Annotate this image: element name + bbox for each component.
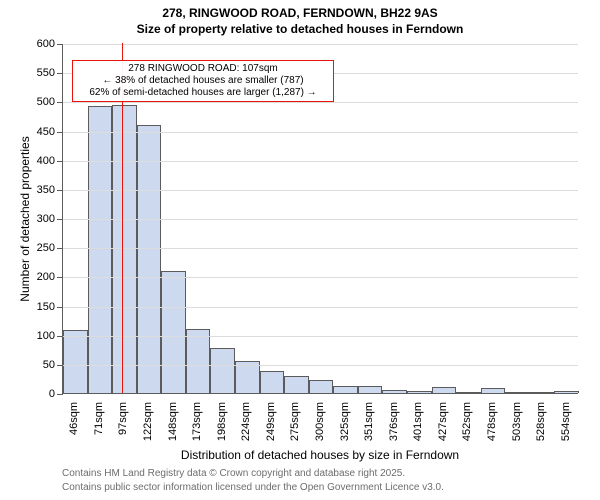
bar — [456, 392, 481, 393]
x-tick-label: 401sqm — [412, 402, 424, 452]
x-tick-label: 198sqm — [216, 402, 228, 452]
x-tick-label: 71sqm — [93, 402, 105, 452]
bar — [161, 271, 186, 394]
y-tick — [57, 190, 63, 191]
x-tick-label: 173sqm — [191, 402, 203, 452]
credits-line1: Contains HM Land Registry data © Crown c… — [62, 468, 405, 479]
y-tick — [57, 102, 63, 103]
gridline — [63, 277, 578, 278]
bar — [358, 386, 383, 393]
annotation-box: 278 RINGWOOD ROAD: 107sqm← 38% of detach… — [72, 60, 334, 102]
bar — [481, 388, 506, 393]
y-axis-title: Number of detached properties — [18, 119, 32, 319]
bar — [186, 329, 211, 393]
gridline — [63, 190, 578, 191]
y-tick — [57, 44, 63, 45]
x-tick-label: 224sqm — [240, 402, 252, 452]
chart-title-line1: 278, RINGWOOD ROAD, FERNDOWN, BH22 9AS — [0, 6, 600, 20]
credits-line2: Contains public sector information licen… — [62, 482, 444, 493]
x-tick-label: 325sqm — [339, 402, 351, 452]
gridline — [63, 365, 578, 366]
y-tick — [57, 336, 63, 337]
bar — [112, 105, 137, 393]
gridline — [63, 336, 578, 337]
bar — [530, 392, 555, 393]
y-tick — [57, 132, 63, 133]
x-tick-label: 452sqm — [461, 402, 473, 452]
x-tick-label: 528sqm — [535, 402, 547, 452]
bar — [309, 380, 334, 393]
x-tick-label: 275sqm — [289, 402, 301, 452]
gridline — [63, 132, 578, 133]
y-tick — [57, 277, 63, 278]
annotation-line: ← 38% of detached houses are smaller (78… — [79, 75, 327, 87]
y-tick-label: 100 — [37, 330, 55, 342]
annotation-line: 62% of semi-detached houses are larger (… — [79, 87, 327, 99]
y-tick-label: 150 — [37, 301, 55, 313]
x-tick-label: 97sqm — [117, 402, 129, 452]
gridline — [63, 219, 578, 220]
bar — [554, 391, 579, 393]
y-tick-label: 50 — [43, 359, 55, 371]
bar — [333, 386, 358, 393]
x-tick-label: 554sqm — [560, 402, 572, 452]
gridline — [63, 248, 578, 249]
y-tick-label: 300 — [37, 213, 55, 225]
y-tick — [57, 394, 63, 395]
chart-title-line2: Size of property relative to detached ho… — [0, 22, 600, 36]
x-tick-label: 300sqm — [314, 402, 326, 452]
y-tick — [57, 219, 63, 220]
y-tick-label: 400 — [37, 155, 55, 167]
bar — [260, 371, 285, 393]
bar — [407, 391, 432, 393]
y-tick — [57, 73, 63, 74]
x-tick-label: 503sqm — [511, 402, 523, 452]
x-tick-label: 376sqm — [388, 402, 400, 452]
bar — [88, 106, 113, 393]
annotation-line: 278 RINGWOOD ROAD: 107sqm — [79, 63, 327, 75]
y-tick — [57, 248, 63, 249]
y-tick — [57, 161, 63, 162]
x-tick-label: 478sqm — [486, 402, 498, 452]
bar — [382, 390, 407, 394]
y-tick-label: 200 — [37, 271, 55, 283]
gridline — [63, 102, 578, 103]
y-tick-label: 500 — [37, 96, 55, 108]
bar — [137, 125, 162, 393]
y-tick — [57, 307, 63, 308]
x-tick-label: 249sqm — [265, 402, 277, 452]
y-tick-label: 250 — [37, 242, 55, 254]
chart-container: { "meta": { "width": 600, "height": 500 … — [0, 0, 600, 500]
bar — [210, 348, 235, 394]
x-tick-label: 427sqm — [437, 402, 449, 452]
y-tick-label: 550 — [37, 67, 55, 79]
gridline — [63, 44, 578, 45]
y-tick-label: 350 — [37, 184, 55, 196]
gridline — [63, 161, 578, 162]
x-tick-label: 122sqm — [142, 402, 154, 452]
x-tick-label: 148sqm — [167, 402, 179, 452]
x-tick-label: 351sqm — [363, 402, 375, 452]
y-tick — [57, 365, 63, 366]
bar — [284, 376, 309, 394]
y-tick-label: 600 — [37, 38, 55, 50]
gridline — [63, 307, 578, 308]
bar — [63, 330, 88, 393]
bar — [432, 387, 457, 393]
bar — [505, 392, 530, 393]
x-tick-label: 46sqm — [68, 402, 80, 452]
y-tick-label: 0 — [49, 388, 55, 400]
y-tick-label: 450 — [37, 126, 55, 138]
